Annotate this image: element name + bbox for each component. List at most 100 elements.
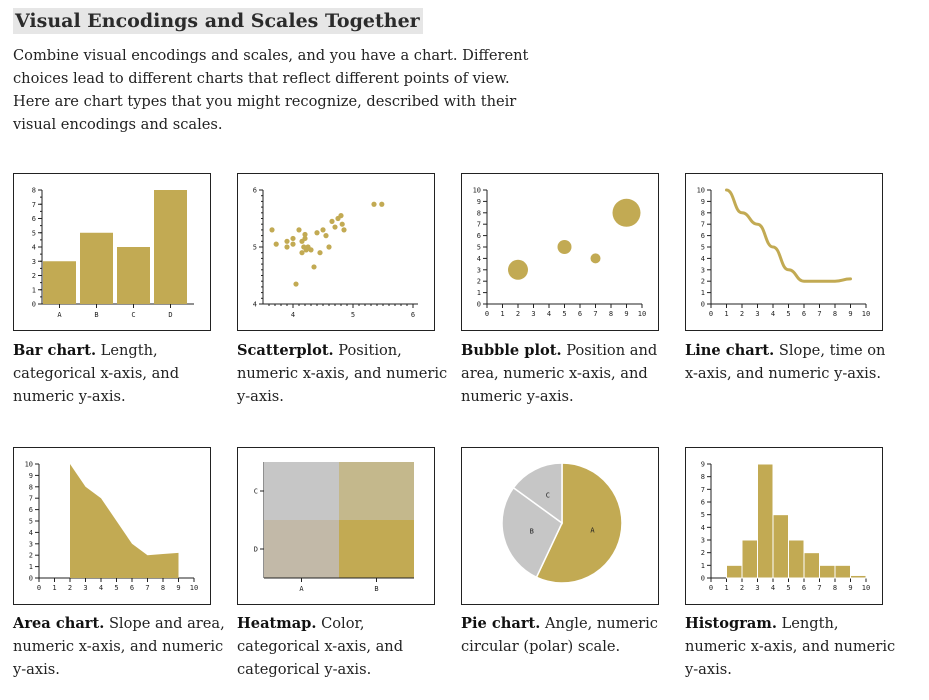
histogram-bin [757, 463, 774, 579]
scatter-point [323, 233, 329, 239]
scatter-point [302, 235, 308, 242]
y-tick-label: 7 [32, 201, 36, 209]
y-tick-label: 0 [32, 301, 36, 309]
x-tick-label: B [374, 585, 378, 593]
caption-title: Heatmap. [237, 615, 317, 632]
scatter-point [296, 227, 302, 233]
pie-chart-card: A B C [461, 447, 659, 605]
y-tick-label: 8 [701, 473, 705, 481]
x-tick-label: 8 [833, 310, 837, 318]
y-tick-label: 4 [32, 244, 36, 252]
y-tick-label: 5 [701, 244, 705, 252]
line-chart-card: 0 1 2 3 4 5 6 7 8 9 10 0 1 2 3 4 5 6 7 8 9 10 [685, 173, 883, 331]
y-tick-label: 3 [701, 537, 705, 545]
y-tick-label: 2 [701, 278, 705, 286]
y-tick-label: 4 [477, 255, 481, 263]
x-tick-label: 1 [724, 310, 728, 318]
y-tick-label: 4 [29, 529, 33, 537]
area-series [70, 464, 179, 578]
caption-description: Length, numeric x-axis, and numeric y-ax… [685, 615, 896, 678]
x-tick-label: 4 [547, 310, 551, 318]
x-tick-label: 10 [190, 584, 198, 592]
x-tick-label: 9 [848, 310, 852, 318]
histogram-bin [834, 564, 851, 579]
x-tick-label: 3 [755, 584, 759, 592]
bar-B [80, 232, 113, 304]
y-tick-label: 5 [477, 244, 481, 252]
x-tick-label: 5 [786, 310, 790, 318]
y-tick-label: 1 [701, 289, 705, 297]
scatter-point [326, 244, 332, 250]
y-tick-label: 6 [477, 232, 481, 240]
y-tick-label: 3 [32, 258, 36, 266]
line-chart: 0 1 2 3 4 5 6 7 8 9 10 0 1 2 3 4 5 6 7 8 9 10 [697, 187, 871, 319]
y-tick-label: 3 [477, 266, 481, 274]
y-tick-label: 1 [701, 562, 705, 570]
bubble [590, 253, 601, 264]
y-tick-label: 4 [701, 255, 705, 263]
x-tick-label: 7 [817, 584, 821, 592]
caption-description: Length, categorical x-axis, and numeric … [13, 342, 180, 405]
bar-chart-caption: Bar chart. Length, categorical x-axis, a… [13, 339, 225, 408]
bubble-plot-card: 0 1 2 3 4 5 6 7 8 9 10 0 1 2 3 4 5 6 7 8 9 10 [461, 173, 659, 331]
scatterplot-caption: Scatterplot. Position, numeric x-axis, a… [237, 339, 449, 408]
scatter-point [329, 218, 335, 224]
y-tick-label: 1 [29, 563, 33, 571]
scatter-point [273, 241, 279, 247]
y-tick-label: 5 [32, 229, 36, 237]
x-tick-label: 4 [99, 584, 103, 592]
x-tick-label: 0 [485, 310, 489, 318]
bubble-chart: 0 1 2 3 4 5 6 7 8 9 10 0 1 2 3 4 5 6 7 8 9 10 [473, 187, 647, 319]
histogram-bin [803, 552, 820, 579]
x-tick-label: 0 [37, 584, 41, 592]
caption-description: Position, numeric x-axis, and numeric y-… [237, 342, 448, 405]
intro-paragraph: Combine visual encodings and scales, and… [13, 47, 529, 133]
x-tick-label: 7 [145, 584, 149, 592]
y-tick-label: 7 [29, 495, 33, 503]
x-tick-label: 4 [771, 584, 775, 592]
scatter-point [290, 241, 296, 247]
scatter-point [332, 224, 338, 230]
y-tick-label: 9 [477, 198, 481, 206]
x-tick-label: 8 [833, 584, 837, 592]
histogram-bin [819, 564, 836, 579]
y-tick-label: 2 [29, 552, 33, 560]
scatterplot-card: 4 5 6 4 5 6 [237, 173, 435, 331]
bubble-plot-caption: Bubble plot. Position and area, numeric … [461, 339, 673, 408]
y-tick-label: 1 [32, 286, 36, 294]
heatmap-chart: C D A B [254, 462, 414, 593]
caption-description: Color, categorical x-axis, and categoric… [237, 615, 404, 678]
scatter-point [269, 227, 275, 233]
caption-title: Area chart. [13, 615, 105, 632]
caption-title: Line chart. [685, 342, 775, 359]
x-tick-label: A [57, 311, 62, 319]
y-tick-label: 0 [701, 575, 705, 583]
bar-chart: 0 1 2 3 4 5 6 7 8 A B C D [32, 187, 194, 319]
y-tick-label: 3 [701, 266, 705, 274]
bubble [508, 259, 528, 280]
x-tick-label: 3 [531, 310, 535, 318]
x-tick-label: 1 [52, 584, 56, 592]
x-tick-label: B [94, 311, 98, 319]
heatmap-card: C D A B [237, 447, 435, 605]
heatmap-cell-B-C [339, 462, 414, 520]
scatter-point [284, 244, 290, 250]
y-tick-label: C [254, 488, 258, 496]
scatter-point [320, 227, 326, 233]
y-tick-label: 2 [701, 549, 705, 557]
y-tick-label: 7 [701, 221, 705, 229]
histogram-chart: 0 1 2 3 4 5 6 7 8 9 0 1 2 3 4 5 6 7 8 9 10 [701, 461, 870, 593]
x-tick-label: 6 [802, 310, 806, 318]
histogram-card: 0 1 2 3 4 5 6 7 8 9 0 1 2 3 4 5 6 7 8 9 10 [685, 447, 883, 605]
x-tick-label: 6 [578, 310, 582, 318]
scatter-point [299, 250, 305, 256]
y-tick-label: 10 [473, 187, 481, 195]
x-tick-label: 3 [83, 584, 87, 592]
x-tick-label: 10 [638, 310, 646, 318]
x-tick-label: 9 [176, 584, 180, 592]
heatmap-cell-A-C [264, 462, 339, 520]
x-tick-label: 0 [709, 310, 713, 318]
scatter-point [341, 227, 347, 233]
pie-slice-B [501, 486, 563, 579]
y-tick-label: 5 [29, 518, 33, 526]
